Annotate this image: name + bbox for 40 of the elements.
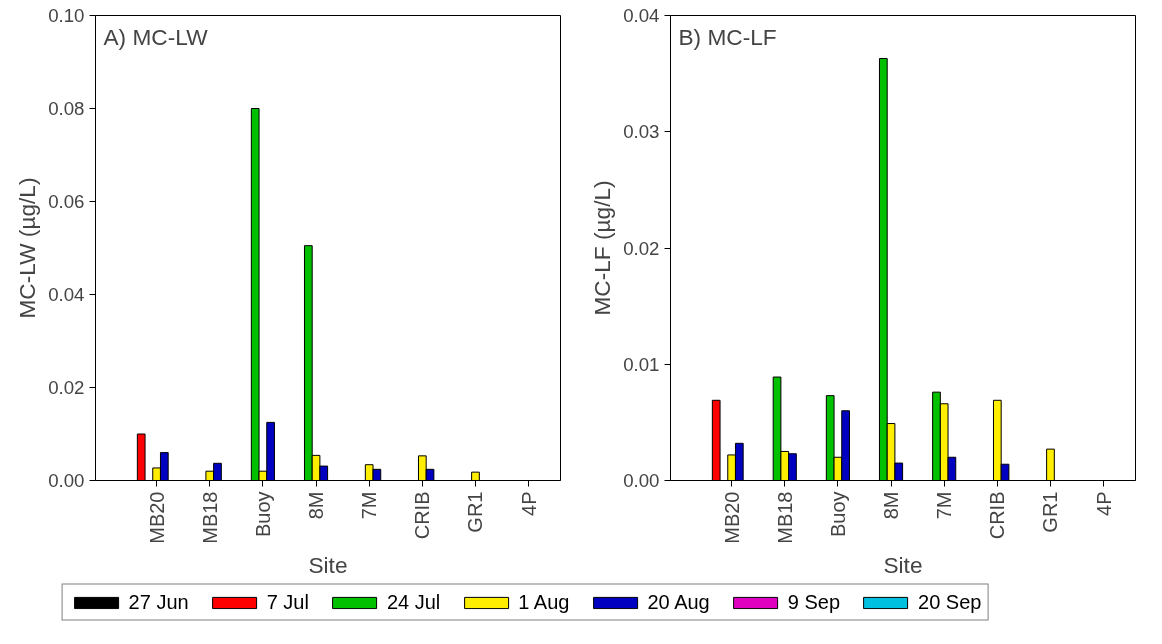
legend-label: 27 Jun (128, 590, 189, 614)
chart-title: A) MC-LW (103, 23, 209, 50)
x-tick-label: MB18 (198, 491, 221, 544)
legend-label: 20 Aug (647, 590, 710, 614)
x-tick-label: 8M (305, 491, 328, 520)
y-tick-label: 0.03 (623, 121, 660, 143)
x-tick-label: MB20 (145, 491, 168, 544)
x-axis-title: Site (308, 551, 348, 578)
y-tick-label: 0.02 (623, 237, 660, 259)
y-tick-label: 0.04 (623, 5, 660, 26)
x-tick-label: 7M (933, 491, 956, 520)
y-tick-label: 0.10 (48, 5, 85, 26)
x-tick-label: Buoy (826, 491, 849, 538)
legend-label: 24 Jul (386, 590, 441, 614)
y-axis-title: MC-LW (µg/L) (14, 177, 41, 319)
y-tick-label: 0.00 (48, 470, 85, 491)
x-tick-label: MB20 (720, 491, 743, 544)
y-tick-label: 0.02 (48, 377, 85, 398)
x-tick-label: 8M (880, 491, 903, 520)
chart-title: B) MC-LF (678, 23, 777, 50)
x-tick-label: CRIB (986, 491, 1009, 540)
y-tick-label: 0.06 (48, 191, 85, 212)
y-tick-label: 0.08 (48, 98, 85, 119)
y-tick-label: 0.04 (48, 284, 85, 305)
y-tick-label: 0.01 (623, 353, 660, 375)
x-tick-label: GR1 (1039, 491, 1062, 533)
x-tick-label: Buoy (251, 491, 274, 538)
x-tick-label: GR1 (464, 491, 487, 533)
x-tick-label: 7M (358, 491, 381, 520)
legend-label: 1 Aug (518, 590, 570, 614)
x-axis-title: Site (883, 551, 923, 578)
x-tick-label: 4P (517, 491, 540, 516)
x-tick-label: MB18 (773, 491, 796, 544)
legend-label: 7 Jul (266, 590, 309, 614)
y-axis-title: MC-LF (µg/L) (589, 180, 616, 316)
x-tick-label: 4P (1092, 491, 1115, 516)
y-tick-label: 0.00 (623, 470, 660, 491)
legend-label: 9 Sep (787, 590, 841, 614)
x-tick-label: CRIB (411, 491, 434, 540)
legend-label: 20 Sep (918, 590, 982, 614)
